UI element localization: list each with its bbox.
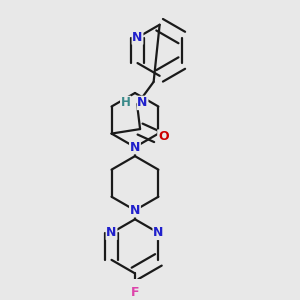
Text: N: N [106,226,117,239]
Text: N: N [130,141,140,154]
Text: N: N [132,31,143,44]
Text: N: N [153,226,164,239]
Text: F: F [131,286,139,299]
Text: O: O [158,130,169,143]
Text: H: H [121,96,130,110]
Text: N: N [137,96,148,110]
Text: N: N [130,204,140,217]
